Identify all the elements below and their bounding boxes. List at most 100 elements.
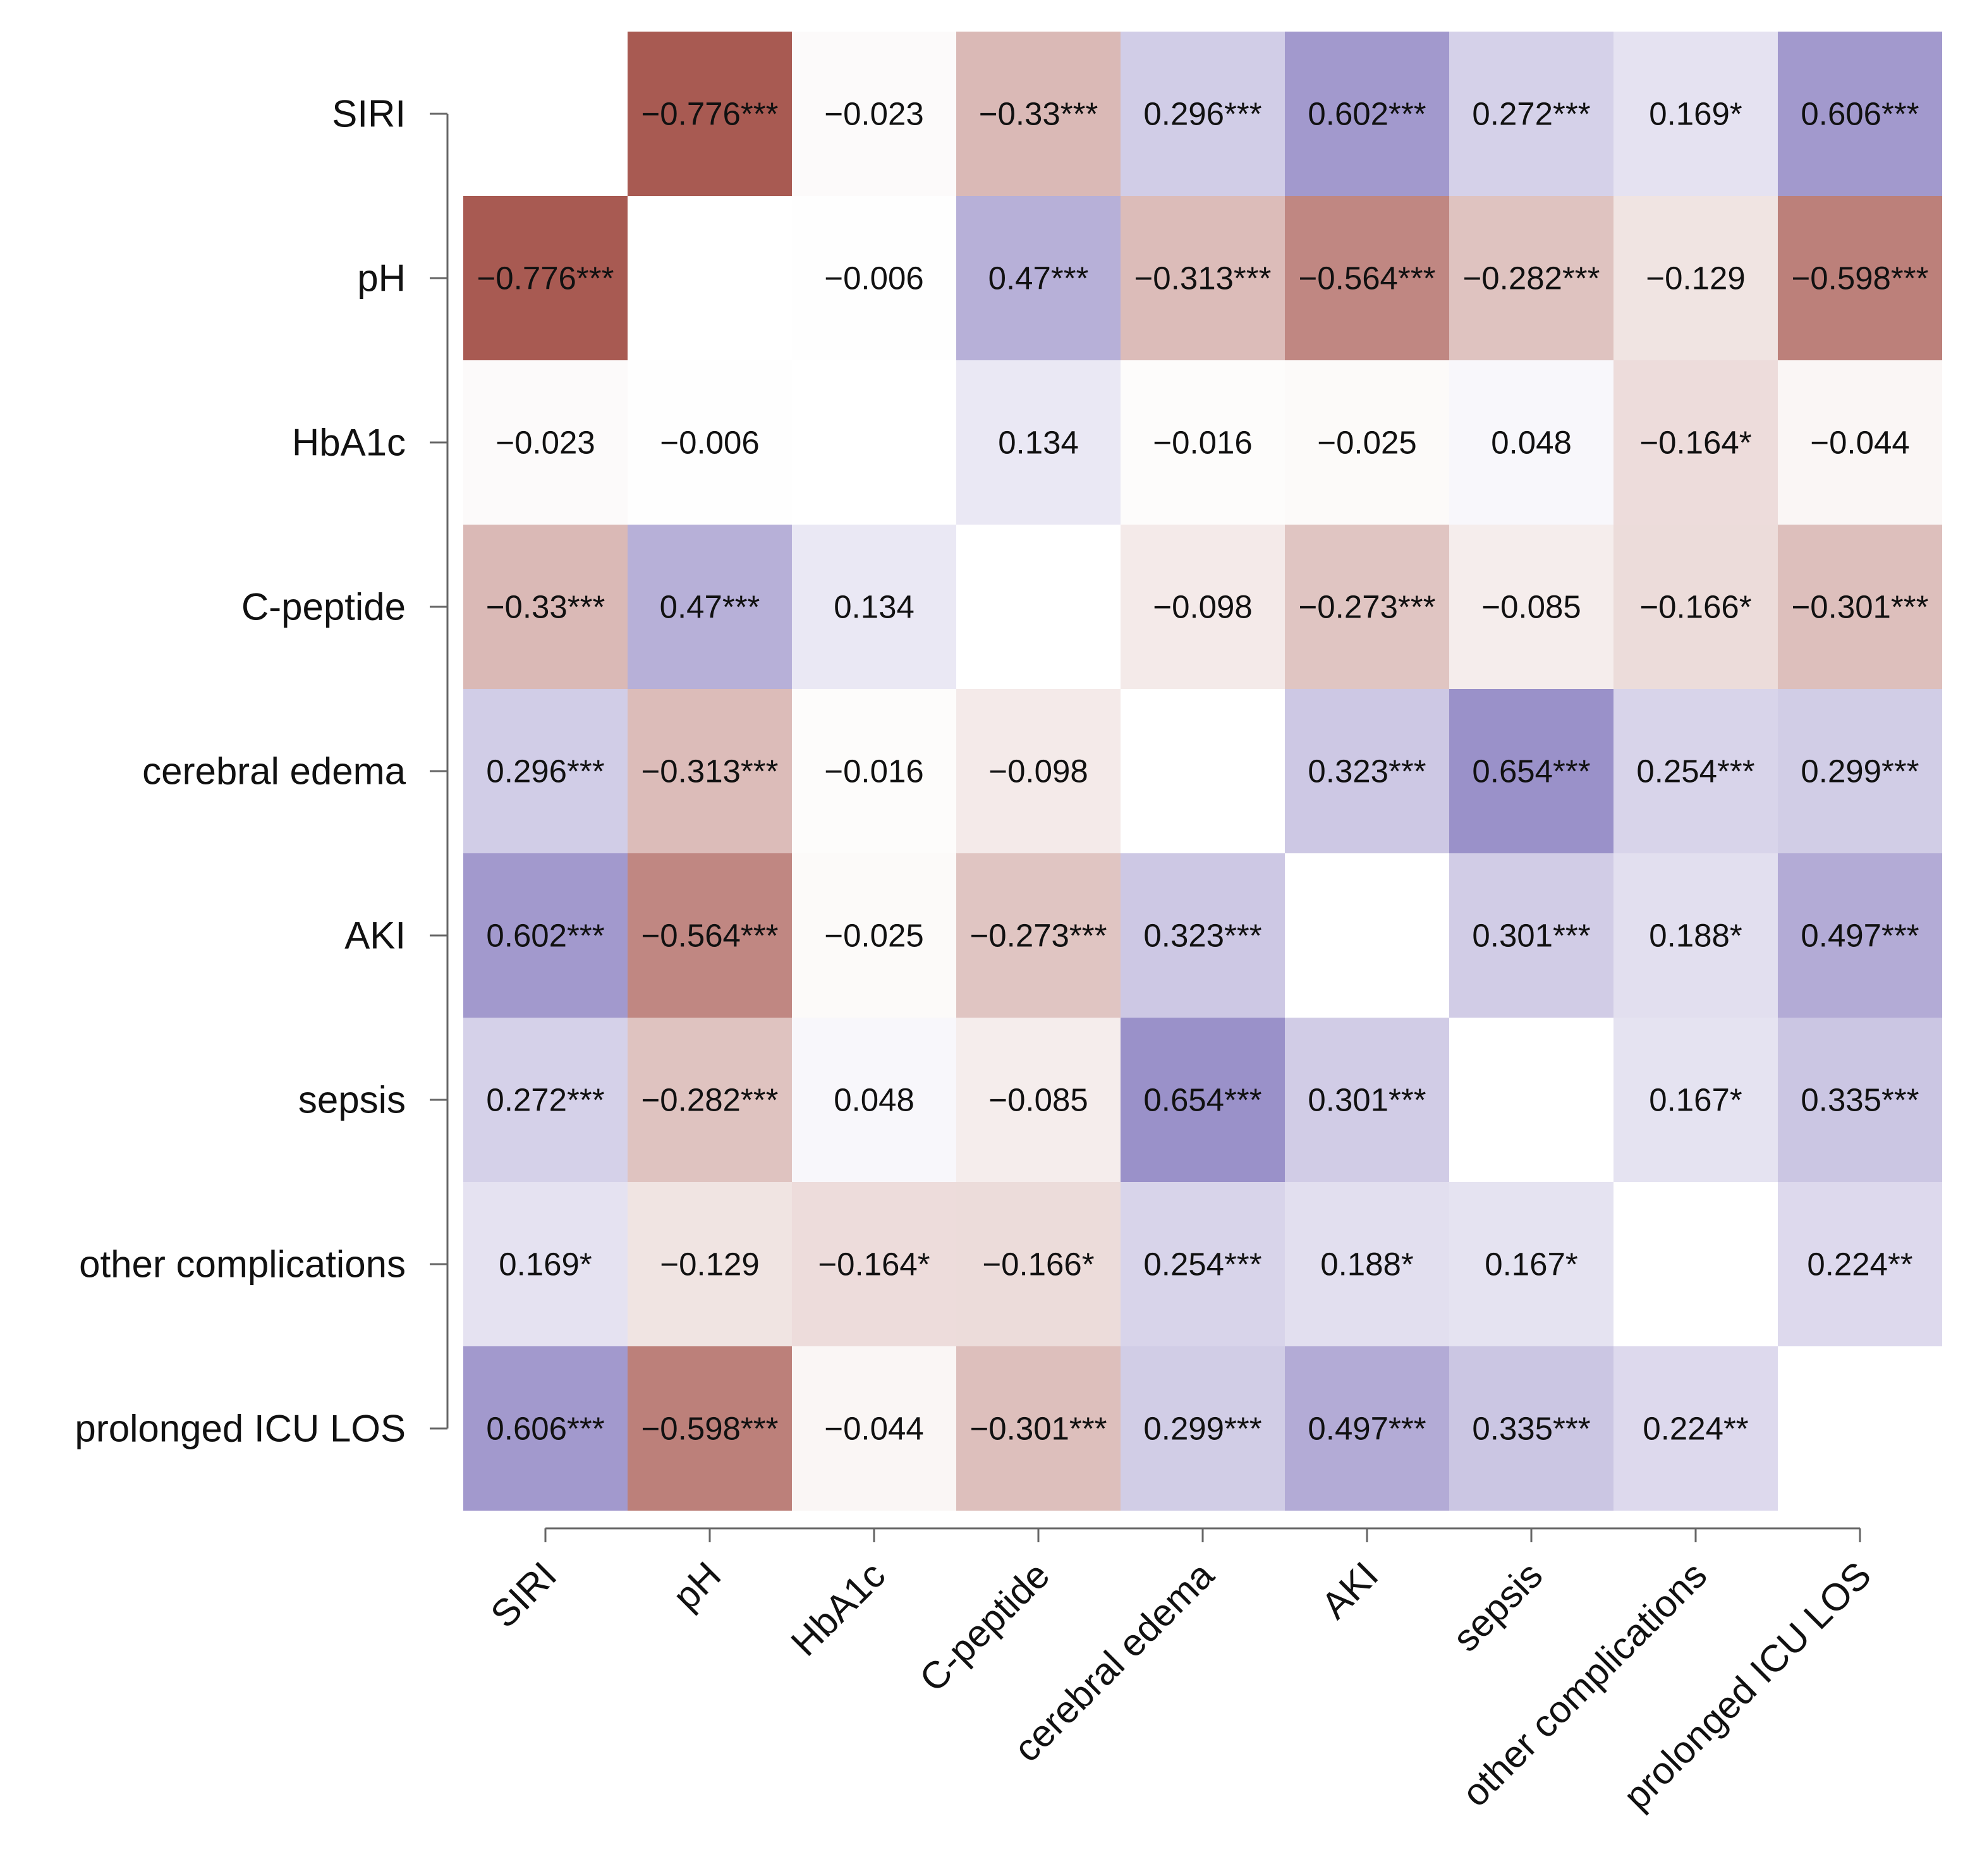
cell-value-label: −0.598*** xyxy=(1792,260,1929,296)
cell-value-label: −0.085 xyxy=(988,1082,1088,1118)
x-tick-label: sepsis xyxy=(1445,1554,1551,1660)
y-tick-label: sepsis xyxy=(298,1079,406,1121)
cell-value-label: 0.299*** xyxy=(1801,753,1919,789)
heatmap-cell xyxy=(956,360,1121,525)
heatmap-cell xyxy=(956,689,1121,853)
y-tick-label: C-peptide xyxy=(241,586,406,628)
heatmap-cell xyxy=(463,1182,628,1346)
cell-value-label: −0.023 xyxy=(824,96,923,132)
heatmap-cell xyxy=(1285,196,1449,360)
y-tick-label: SIRI xyxy=(332,93,406,135)
heatmap-cell xyxy=(792,32,956,196)
heatmap-cell xyxy=(1613,1018,1778,1182)
cell-value-label: 0.134 xyxy=(834,589,915,625)
cell-value-label: −0.301*** xyxy=(1792,589,1929,625)
heatmap-cell xyxy=(1449,853,1613,1018)
y-tick-label: AKI xyxy=(344,915,406,957)
heatmap-cell xyxy=(1778,689,1942,853)
cell-value-label: −0.098 xyxy=(988,753,1088,789)
cell-value-label: 0.167* xyxy=(1485,1246,1578,1282)
heatmap-cell xyxy=(1778,32,1942,196)
heatmap-cell xyxy=(1285,1018,1449,1182)
heatmap-cell xyxy=(1778,525,1942,689)
cell-value-label: −0.776*** xyxy=(477,260,614,296)
cell-value-label: 0.323*** xyxy=(1308,753,1426,789)
heatmap-cell xyxy=(628,689,792,853)
cell-value-label: 0.47*** xyxy=(988,260,1089,296)
cell-value-label: −0.025 xyxy=(1317,425,1416,461)
heatmap-cell xyxy=(1613,689,1778,853)
heatmap-cell xyxy=(1778,1018,1942,1182)
cell-value-label: −0.273*** xyxy=(1299,589,1436,625)
heatmap-cell xyxy=(1778,1182,1942,1346)
heatmap-cell xyxy=(1449,1346,1613,1511)
cell-value-label: 0.188* xyxy=(1649,918,1742,954)
cell-value-label: −0.313*** xyxy=(1134,260,1272,296)
heatmap-cell xyxy=(463,853,628,1018)
heatmap-cell xyxy=(1449,32,1613,196)
cell-value-label: −0.006 xyxy=(660,425,759,461)
heatmap-cell xyxy=(463,1346,628,1511)
cell-value-label: −0.164* xyxy=(818,1246,930,1282)
heatmap-cell xyxy=(1449,360,1613,525)
heatmap-cell xyxy=(628,853,792,1018)
cell-value-label: 0.272*** xyxy=(1472,96,1590,132)
heatmap-cell xyxy=(1613,360,1778,525)
y-tick-label: other complications xyxy=(79,1243,406,1286)
heatmap-cell xyxy=(1778,196,1942,360)
cell-value-label: 0.323*** xyxy=(1143,918,1261,954)
heatmap-cell xyxy=(1449,689,1613,853)
heatmap-cell xyxy=(956,196,1121,360)
x-tick-label: C-peptide xyxy=(911,1554,1057,1700)
cell-value-label: 0.224** xyxy=(1807,1246,1912,1282)
heatmap-cell xyxy=(628,360,792,525)
heatmap-cell xyxy=(628,1346,792,1511)
heatmap-cell xyxy=(956,1182,1121,1346)
heatmap-cell xyxy=(1613,32,1778,196)
heatmap-cell xyxy=(628,1018,792,1182)
cell-value-label: 0.169* xyxy=(1649,96,1742,132)
cell-value-label: −0.282*** xyxy=(641,1082,779,1118)
cell-value-label: −0.164* xyxy=(1639,425,1751,461)
heatmap-cell xyxy=(463,689,628,853)
cell-value-label: 0.335*** xyxy=(1801,1082,1919,1118)
x-tick-label: AKI xyxy=(1313,1554,1387,1627)
heatmap-cell xyxy=(628,525,792,689)
heatmap-cell xyxy=(628,1182,792,1346)
heatmap-cell xyxy=(792,1346,956,1511)
y-tick-label: HbA1c xyxy=(292,422,406,464)
heatmap-cell xyxy=(956,1018,1121,1182)
heatmap-cell xyxy=(792,689,956,853)
heatmap-cell xyxy=(1285,1182,1449,1346)
x-tick-label: HbA1c xyxy=(783,1554,894,1664)
cell-value-label: −0.006 xyxy=(824,260,923,296)
cell-value-label: −0.301*** xyxy=(970,1411,1107,1447)
heatmap-cell xyxy=(463,196,628,360)
cell-value-label: −0.273*** xyxy=(970,918,1107,954)
cell-value-label: −0.044 xyxy=(824,1411,923,1447)
cell-value-label: −0.33*** xyxy=(979,96,1098,132)
heatmap-cell xyxy=(1778,360,1942,525)
heatmap-cell xyxy=(1449,1182,1613,1346)
heatmap-cell xyxy=(1121,360,1285,525)
cell-value-label: −0.016 xyxy=(1153,425,1252,461)
cell-value-label: −0.085 xyxy=(1481,589,1581,625)
heatmap-cells: −0.776*** −0.023 −0.33*** 0.296*** 0.602*** 0… xyxy=(463,32,1942,1511)
cell-value-label: 0.254*** xyxy=(1143,1246,1261,1282)
heatmap-cell xyxy=(1121,1182,1285,1346)
heatmap-cell xyxy=(463,360,628,525)
cell-value-label: 0.272*** xyxy=(486,1082,604,1118)
cell-value-label: 0.497*** xyxy=(1801,918,1919,954)
cell-value-label: −0.564*** xyxy=(641,918,779,954)
cell-value-label: 0.606*** xyxy=(1801,96,1919,132)
cell-value-label: 0.654*** xyxy=(1143,1082,1261,1118)
x-tick-label: SIRI xyxy=(482,1554,564,1636)
y-axis: SIRI pH HbA1c C-peptide cerebral edema AKI sep… xyxy=(75,93,449,1450)
cell-value-label: −0.166* xyxy=(1639,589,1751,625)
cell-value-label: 0.296*** xyxy=(486,753,604,789)
cell-value-label: −0.129 xyxy=(1646,260,1745,296)
y-tick-label: prolonged ICU LOS xyxy=(75,1408,406,1450)
heatmap-cell xyxy=(1285,525,1449,689)
heatmap-cell xyxy=(463,525,628,689)
heatmap-cell xyxy=(792,1182,956,1346)
